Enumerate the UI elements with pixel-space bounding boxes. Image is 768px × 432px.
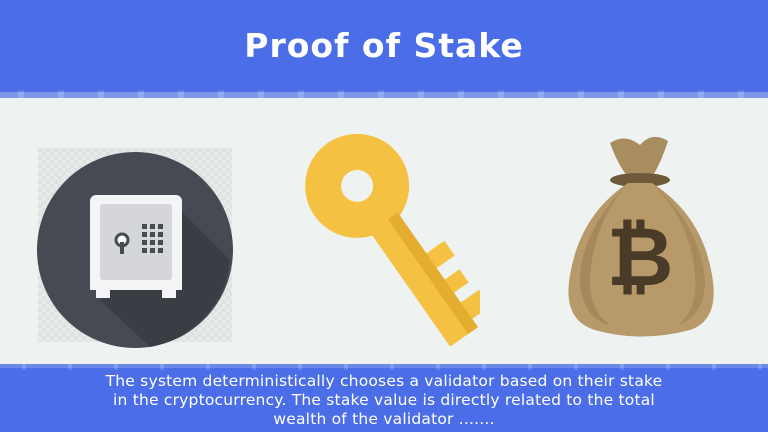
- icons-row: ₿: [0, 120, 768, 360]
- safe-icon: [37, 148, 233, 348]
- description-text: The system deterministically chooses a v…: [0, 372, 768, 429]
- svg-text:₿: ₿: [607, 210, 674, 305]
- key-icon: [305, 133, 480, 347]
- description-line-3: wealth of the validator .......: [273, 410, 495, 428]
- page-title: Proof of Stake: [244, 26, 524, 65]
- title-banner: [0, 0, 768, 98]
- description-banner: [0, 364, 768, 432]
- bitcoin-money-bag-icon: ₿: [568, 136, 714, 337]
- description-line-1: The system deterministically chooses a v…: [105, 372, 663, 390]
- description-line-2: in the cryptocurrency. The stake value i…: [113, 391, 655, 409]
